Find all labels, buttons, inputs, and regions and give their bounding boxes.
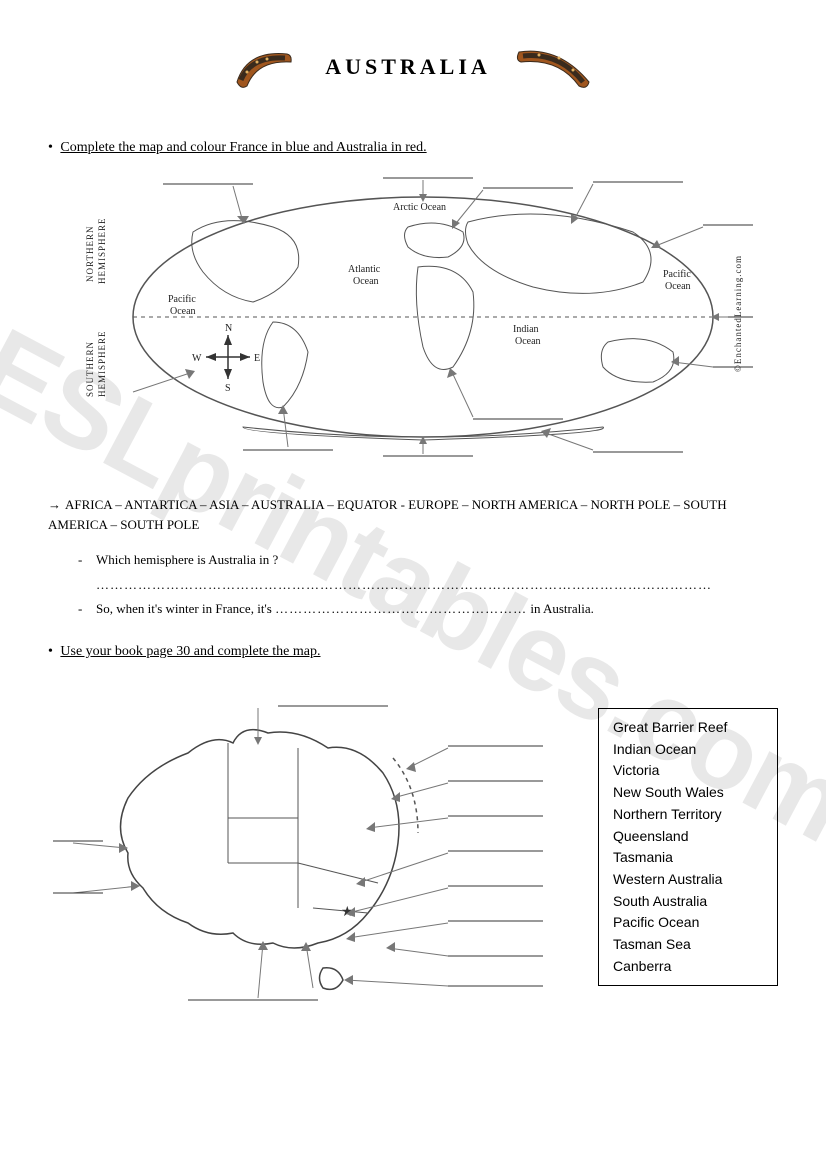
page-title: AUSTRALIA bbox=[325, 54, 491, 80]
southern-hemisphere-label2: HEMISPHERE bbox=[97, 330, 107, 397]
indian-ocean-label2: Ocean bbox=[515, 336, 541, 347]
label-item: Canberra bbox=[613, 956, 763, 978]
label-item: New South Wales bbox=[613, 782, 763, 804]
word-bank-text: AFRICA – ANTARTICA – ASIA – AUSTRALIA – … bbox=[48, 497, 727, 532]
boomerang-left-icon bbox=[227, 42, 307, 92]
svg-text:W: W bbox=[192, 353, 202, 364]
southern-hemisphere-label: SOUTHERN bbox=[85, 341, 95, 397]
map-credit: ©EnchantedLearning.com bbox=[733, 255, 743, 372]
arrow-icon: → bbox=[48, 497, 61, 512]
label-item: Tasmania bbox=[613, 847, 763, 869]
title-row: AUSTRALIA bbox=[48, 40, 778, 94]
australia-label-box: Great Barrier Reef Indian Ocean Victoria… bbox=[598, 708, 778, 986]
pacific-east-label: Pacific bbox=[663, 269, 691, 280]
northern-hemisphere-label2: HEMISPHERE bbox=[97, 217, 107, 284]
label-item: Queensland bbox=[613, 826, 763, 848]
label-item: Victoria bbox=[613, 760, 763, 782]
svg-text:E: E bbox=[254, 353, 260, 364]
question-list: Which hemisphere is Australia in ? ……………… bbox=[96, 548, 778, 622]
svg-text:S: S bbox=[225, 383, 231, 394]
word-bank: →AFRICA – ANTARTICA – ASIA – AUSTRALIA –… bbox=[48, 495, 778, 534]
pacific-east-label2: Ocean bbox=[665, 281, 691, 292]
q2-suffix: in Australia. bbox=[527, 601, 594, 616]
instruction-1: • Complete the map and colour France in … bbox=[48, 140, 778, 156]
label-item: South Australia bbox=[613, 891, 763, 913]
arctic-ocean-label: Arctic Ocean bbox=[393, 202, 446, 213]
label-item: Western Australia bbox=[613, 869, 763, 891]
northern-hemisphere-label: NORTHERN bbox=[85, 226, 95, 282]
q2-blank[interactable]: ……………………………………………… bbox=[275, 601, 527, 616]
bullet-icon: • bbox=[48, 644, 53, 659]
q1-blank[interactable]: …………………………………………………………………………………………………………… bbox=[96, 577, 712, 592]
australia-outline bbox=[121, 730, 419, 990]
instruction-1-text: Complete the map and colour France in bl… bbox=[60, 140, 426, 155]
question-2[interactable]: So, when it's winter in France, it's ………… bbox=[96, 597, 778, 622]
worksheet-page: AUSTRALIA • Complete the map and colour … bbox=[0, 0, 826, 1043]
svg-text:N: N bbox=[225, 323, 232, 334]
boomerang-right-icon bbox=[509, 40, 599, 94]
instruction-2: • Use your book page 30 and complete the… bbox=[48, 644, 778, 660]
bullet-icon: • bbox=[48, 140, 53, 155]
label-item: Pacific Ocean bbox=[613, 912, 763, 934]
world-map: NORTHERN HEMISPHERE SOUTHERN HEMISPHERE … bbox=[73, 172, 753, 467]
pacific-west-label2: Ocean bbox=[170, 306, 196, 317]
label-item: Tasman Sea bbox=[613, 934, 763, 956]
pacific-west-label: Pacific bbox=[168, 294, 196, 305]
label-item: Northern Territory bbox=[613, 804, 763, 826]
question-1[interactable]: Which hemisphere is Australia in ? ……………… bbox=[96, 548, 778, 597]
instruction-2-text: Use your book page 30 and complete the m… bbox=[60, 644, 320, 659]
label-item: Indian Ocean bbox=[613, 739, 763, 761]
q2-prefix: So, when it's winter in France, it's bbox=[96, 601, 275, 616]
label-item: Great Barrier Reef bbox=[613, 717, 763, 739]
atlantic-ocean-label2: Ocean bbox=[353, 276, 379, 287]
australia-map: ★ bbox=[48, 688, 574, 1023]
australia-section: ★ bbox=[48, 688, 778, 1023]
atlantic-ocean-label: Atlantic bbox=[348, 264, 381, 275]
q1-prefix: Which hemisphere is Australia in ? bbox=[96, 552, 278, 567]
indian-ocean-label: Indian bbox=[513, 324, 539, 335]
